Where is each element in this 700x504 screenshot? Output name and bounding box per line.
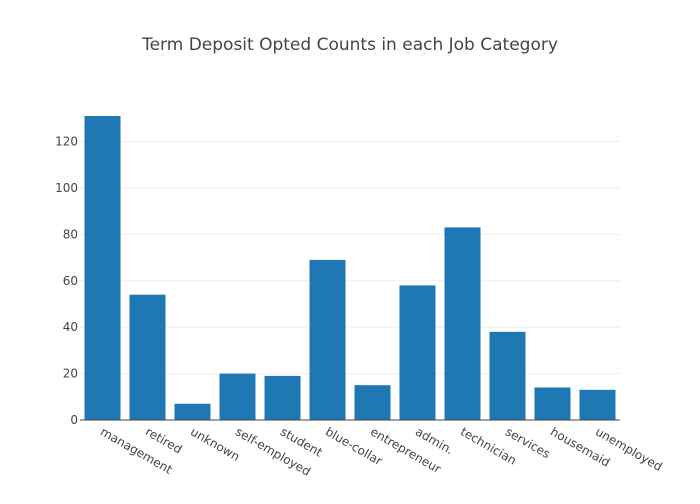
bar-unemployed[interactable] [579, 389, 616, 420]
y-tick-label: 20 [63, 367, 78, 381]
y-tick-label: 120 [55, 135, 78, 149]
y-tick-label: 60 [63, 274, 78, 288]
bar-student[interactable] [264, 375, 301, 420]
bar-management[interactable] [84, 116, 121, 420]
y-tick-label: 0 [70, 413, 78, 427]
bar-admin[interactable] [399, 285, 436, 420]
y-tick-label: 80 [63, 227, 78, 241]
y-axis-ticks: 0 20 40 60 80 100 120 [55, 135, 78, 427]
x-tick-label: unknown [188, 424, 242, 463]
bar-housemaid[interactable] [534, 387, 571, 420]
gridlines [80, 141, 620, 375]
bar-retired[interactable] [129, 294, 166, 420]
bar-blue-collar[interactable] [309, 259, 346, 420]
bar-technician[interactable] [444, 227, 481, 420]
y-tick-label: 40 [63, 320, 78, 334]
bars [84, 116, 616, 420]
bar-entrepreneur[interactable] [354, 385, 391, 420]
y-tick-label: 100 [55, 181, 78, 195]
bar-self-employed[interactable] [219, 373, 256, 420]
chart-title: Term Deposit Opted Counts in each Job Ca… [141, 35, 558, 55]
bar-services[interactable] [489, 331, 526, 420]
bar-unknown[interactable] [174, 403, 211, 420]
